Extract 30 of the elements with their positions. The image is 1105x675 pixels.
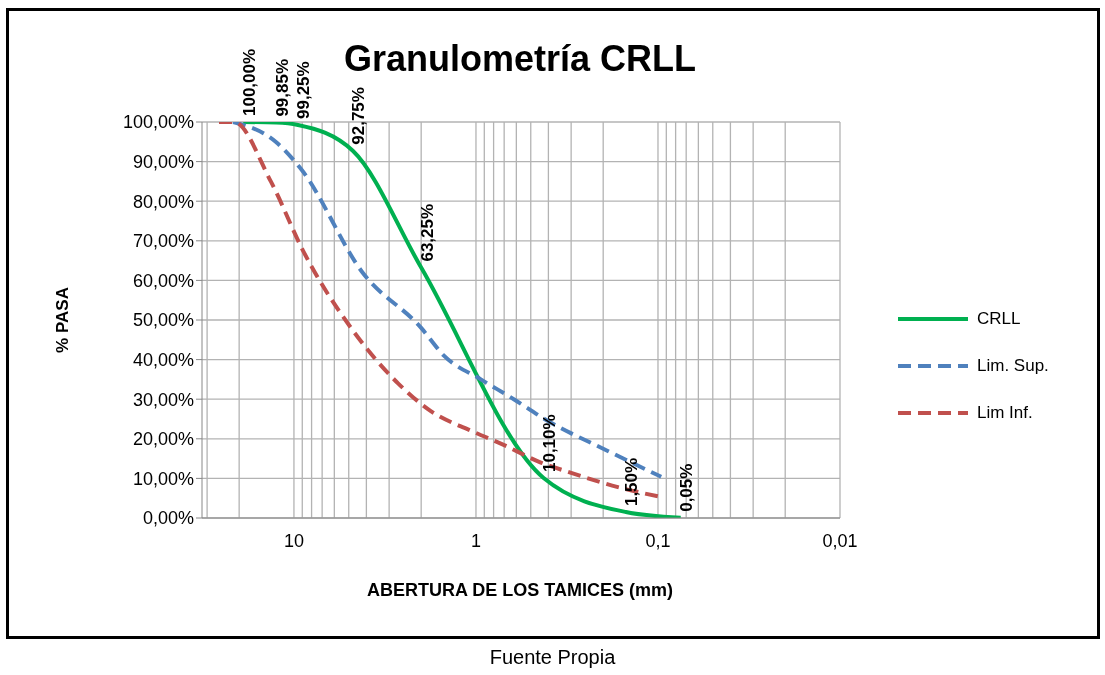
y-tick-label: 70,00%	[132, 231, 194, 252]
legend-label: Lim. Sup.	[977, 355, 1049, 376]
source-note: Fuente Propia	[488, 646, 617, 669]
data-label: 100,00%	[239, 48, 259, 116]
y-tick-label: 100,00%	[122, 112, 194, 133]
legend-label: Lim Inf.	[977, 402, 1033, 423]
data-label: 63,25%	[417, 203, 437, 262]
data-label: 92,75%	[349, 87, 369, 145]
y-tick-label: 80,00%	[132, 191, 194, 212]
data-label: 0,05%	[677, 463, 697, 512]
x-tick-label: 0,1	[645, 530, 671, 551]
data-label: 10,10%	[540, 414, 560, 472]
y-tick-label: 90,00%	[132, 151, 194, 172]
x-tick-label: 10	[283, 530, 304, 551]
x-tick-label: 0,01	[822, 530, 858, 551]
data-label: 1,50%	[622, 457, 642, 507]
y-tick-label: 30,00%	[132, 389, 194, 410]
chart-title: Granulometría CRLL	[343, 38, 697, 79]
data-label: 99,85%	[272, 58, 292, 117]
x-tick-label: 1	[470, 530, 481, 551]
y-tick-label: 40,00%	[132, 349, 194, 370]
y-tick-label: 10,00%	[132, 468, 194, 489]
y-tick-label: 20,00%	[132, 429, 194, 450]
legend-label: CRLL	[977, 308, 1021, 329]
y-axis-title: % PASA	[53, 287, 73, 353]
x-axis-title: ABERTURA DE LOS TAMICES (mm)	[366, 580, 674, 601]
data-label: 99,25%	[294, 61, 314, 119]
y-tick-label: 60,00%	[132, 270, 194, 291]
y-tick-label: 0,00%	[142, 508, 194, 529]
y-tick-label: 50,00%	[132, 310, 194, 331]
